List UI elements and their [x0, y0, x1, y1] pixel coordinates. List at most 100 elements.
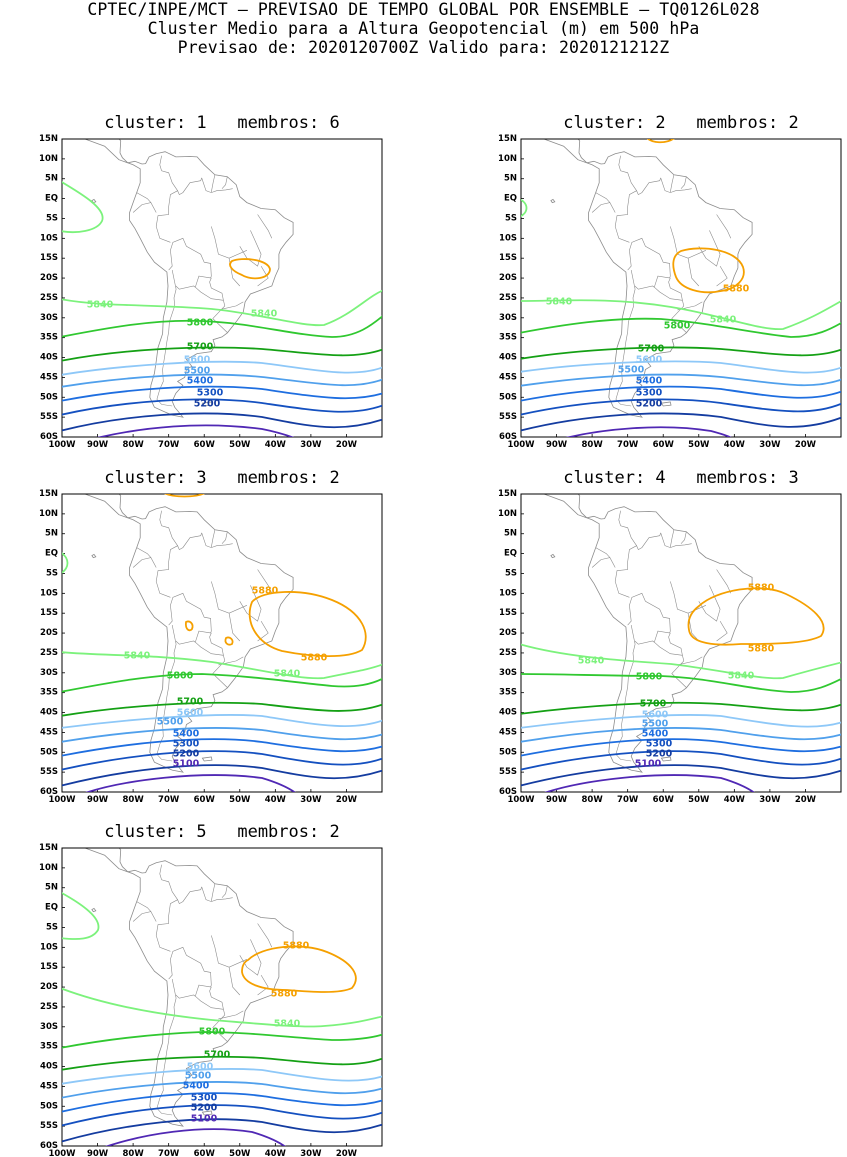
country-border	[668, 277, 683, 301]
country-border	[257, 265, 269, 287]
map-frame	[61, 847, 383, 1147]
contour-5600	[62, 1068, 382, 1085]
contour-labels: 5880 5840 5840 5800 5700 5600 5500 5400 …	[546, 284, 750, 410]
label-5300: 5300	[197, 388, 224, 399]
island-outline	[201, 1110, 213, 1116]
country-border	[716, 620, 728, 642]
country-border	[211, 174, 216, 193]
contour-5880	[224, 636, 234, 646]
country-border	[136, 192, 152, 203]
contour-5500	[521, 727, 841, 743]
label-5800: 5800	[636, 672, 663, 683]
contour-5840	[521, 299, 841, 331]
contour-5200	[62, 412, 382, 432]
coastline-outline	[542, 139, 753, 418]
country-border	[591, 202, 616, 213]
country-border	[201, 886, 233, 902]
lon-tick-label: 20W	[795, 440, 817, 450]
lon-tick-label: 100W	[507, 795, 535, 805]
contour-5100	[85, 774, 296, 792]
lat-tick-label: 25S	[499, 293, 517, 303]
label-5500: 5500	[185, 1071, 212, 1082]
lat-tick-label: 15S	[40, 962, 58, 972]
lat-tick-label: 5S	[46, 568, 58, 578]
country-border	[698, 585, 721, 622]
contour-5200	[62, 764, 382, 787]
lat-tick-label: 55S	[499, 767, 517, 777]
country-border	[168, 946, 212, 988]
country-border	[660, 177, 692, 193]
lat-tick-label: 45S	[499, 727, 517, 737]
contour-5100	[565, 426, 732, 437]
contour-5880	[687, 587, 825, 646]
coastline-outline	[542, 494, 753, 773]
map-frame	[61, 493, 383, 793]
contours	[521, 587, 841, 792]
country-border	[654, 275, 671, 288]
lat-tick-label: 60S	[499, 432, 517, 442]
lat-tick-labels: 15N 10N 5N EQ 5S 10S 15S 20S 25S 30S 35S 40S 45S 50S 5…	[498, 489, 524, 797]
lat-tick-label: 5N	[45, 529, 58, 539]
contour-5700	[521, 701, 841, 715]
label-5700: 5700	[177, 697, 204, 708]
lat-tick-label: 40S	[499, 353, 517, 363]
lat-tick-label: 15N	[39, 843, 58, 853]
lon-tick-label: 20W	[336, 1149, 358, 1157]
country-border	[654, 630, 671, 643]
country-border	[627, 237, 671, 279]
contour-5400	[521, 738, 841, 757]
panel-2-map: 15N 10N 5N EQ 5S 10S 15S 20S 25S 30S 35S 40S 45S 50S 5…	[498, 134, 842, 450]
country-border	[670, 581, 707, 614]
label-5300: 5300	[636, 388, 663, 399]
lat-tick-label: 40S	[40, 708, 58, 718]
contour-5880	[184, 620, 194, 632]
header-line-1: CPTEC/INPE/MCT – PREVISAO DE TEMPO GLOBA…	[87, 0, 760, 19]
lat-tick-label: 10S	[499, 233, 517, 243]
country-border	[618, 155, 637, 191]
contour-5880	[229, 258, 271, 280]
lat-tick-label: 15N	[498, 134, 517, 144]
lat-tick-label: 60S	[40, 787, 58, 797]
lon-tick-label: 90W	[87, 795, 109, 805]
lat-tick-label: 25S	[40, 648, 58, 658]
island-outline	[660, 401, 672, 407]
label-5840: 5840	[251, 309, 278, 320]
lat-tick-label: 30S	[40, 313, 58, 323]
country-border	[132, 202, 157, 213]
coastline	[83, 494, 294, 773]
country-border	[195, 275, 212, 288]
lon-tick-label: 70W	[158, 440, 180, 450]
country-border	[159, 864, 178, 900]
contour-5840	[62, 651, 382, 680]
label-5300: 5300	[191, 1093, 218, 1104]
contour-5800	[62, 673, 382, 693]
country-border	[156, 270, 177, 407]
label-5200: 5200	[173, 749, 200, 760]
label-5400: 5400	[173, 729, 200, 740]
lon-tick-label: 50W	[688, 795, 710, 805]
lat-tick-label: 50S	[40, 392, 58, 402]
contour-5880	[164, 494, 205, 498]
panel-1-map: 15N 10N 5N EQ 5S 10S 15S 20S 25S 30S 35S 40S 45S 50S 5…	[39, 134, 383, 450]
lon-tick-label: 100W	[48, 795, 76, 805]
contour-5840	[521, 643, 841, 680]
lat-tick-label: 10N	[498, 509, 517, 519]
lon-tick-labels: 100W 90W 80W 70W 60W 50W 40W 30W 20W	[48, 789, 358, 805]
island-outline	[201, 401, 213, 407]
lon-tick-labels: 100W 90W 80W 70W 60W 50W 40W 30W 20W	[48, 434, 358, 450]
lat-tick-label: 5S	[505, 568, 517, 578]
lon-tick-label: 80W	[582, 795, 604, 805]
lon-tick-label: 70W	[617, 795, 639, 805]
lon-tick-label: 20W	[336, 440, 358, 450]
country-border	[627, 592, 671, 634]
panel-5-map: 15N 10N 5N EQ 5S 10S 15S 20S 25S 30S 35S 40S 45S 50S 5…	[39, 843, 383, 1157]
label-5600: 5600	[642, 710, 669, 721]
label-5800: 5800	[167, 671, 194, 682]
lat-tick-label: EQ	[504, 194, 517, 204]
lon-tick-label: 50W	[229, 795, 251, 805]
lat-tick-label: 55S	[40, 412, 58, 422]
lat-tick-label: 5N	[45, 174, 58, 184]
country-border	[614, 177, 661, 243]
lon-tick-label: 60W	[194, 795, 216, 805]
country-border	[195, 984, 212, 997]
